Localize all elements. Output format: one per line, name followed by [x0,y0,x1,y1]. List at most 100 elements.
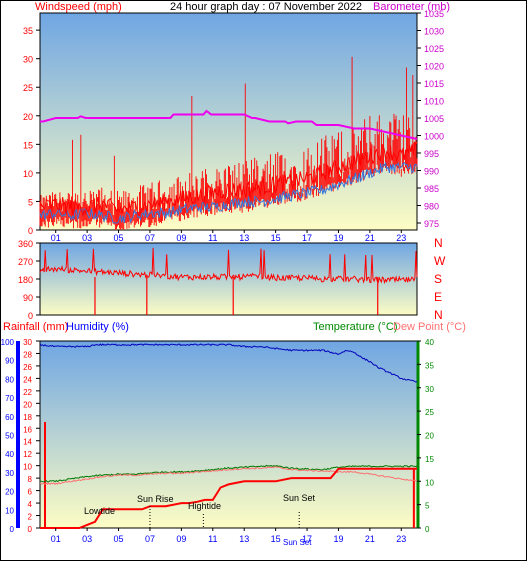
wind-xtick-label: 01 [51,233,61,243]
rain-ytick-label: 14 [23,438,32,447]
temperature-line [40,464,418,483]
wind-xtick-label: 11 [208,233,217,243]
wind-ytick-label: 10 [23,169,33,179]
humidity-ytick-label: 10 [5,506,14,515]
humidity-ytick-label: 0 [10,525,15,534]
rain-ytick-label: 26 [23,363,32,372]
dir-ytick-label: 360 [18,239,33,249]
baro-ytick-label: 1005 [424,114,444,124]
direction-letter: N [434,236,443,250]
humidity-ytick-label: 80 [5,375,14,384]
baro-ytick-label: 1015 [424,79,444,89]
windspeed-line [40,141,418,218]
wind-xtick-label: 17 [302,233,312,243]
direction-letter: W [434,254,446,268]
baro-ytick-label: 975 [424,219,439,229]
temp-ytick-label: 10 [425,478,434,487]
direction-letter: N [434,308,443,322]
rain-ytick-label: 4 [28,500,33,509]
temp-ytick-label: 5 [425,502,430,511]
rain-ytick-label: 2 [28,513,33,522]
humidity-ytick-label: 20 [5,488,14,497]
temp-panel [39,340,418,529]
wind-ytick-label: 30 [23,55,33,65]
temp-xtick-label: 21 [365,534,375,544]
wind-xtick-label: 03 [82,233,92,243]
wind-xtick-label: 09 [176,233,186,243]
rain-ytick-label: 20 [23,400,32,409]
baro-ytick-label: 980 [424,202,439,212]
baro-ytick-label: 1035 [424,9,444,19]
wind-ytick-label: 5 [28,197,33,207]
rain-ytick-label: 16 [23,425,32,434]
temp-xtick-label: 17 [302,534,312,544]
humidity-line [39,343,418,383]
temp-layer: 0102030405060708090100024681012141618202… [1,338,435,544]
temp-xtick-label: 23 [396,534,406,544]
wind-xtick-label: 19 [333,233,343,243]
baro-ytick-label: 995 [424,149,439,159]
wind-xtick-label: 13 [239,233,249,243]
temp-xtick-label: 05 [114,534,124,544]
wind-ytick-label: 35 [23,26,33,36]
graph-title: 24 hour graph day : 07 November 2022 [170,1,362,13]
rainfall-axis-label: Rainfall (mm) [3,321,68,333]
dewpoint-axis-label: Dew Point (°C) [393,321,466,333]
average-wind-line [39,161,418,224]
temp-ytick-label: 30 [425,385,434,394]
humidity-ytick-label: 40 [5,450,14,459]
temp-xtick-label: 03 [82,534,92,544]
temp-ytick-label: 15 [425,455,434,464]
temp-ytick-label: 25 [425,408,434,417]
temp-xtick-label: 15 [271,534,281,544]
baro-ytick-label: 990 [424,167,439,177]
temp-ytick-label: 35 [425,361,434,370]
wind-xtick-label: 15 [271,233,281,243]
rain-ytick-label: 18 [23,413,32,422]
rain-ytick-label: 12 [23,450,32,459]
rain-ytick-label: 24 [23,375,32,384]
wind-xtick-label: 21 [365,233,375,243]
dir-ytick-label: 270 [18,257,33,267]
temp-xtick-label: 07 [145,534,155,544]
rain-ytick-label: 22 [23,388,32,397]
sunrise-label: Sun Rise [137,494,174,504]
dir-ytick-label: 180 [18,275,33,285]
humidity-ytick-label: 50 [5,432,14,441]
wind-ytick-label: 25 [23,83,33,93]
barometer-axis-label: Barometer (mb) [373,1,450,13]
baro-ytick-label: 985 [424,184,439,194]
humidity-ytick-label: 70 [5,394,14,403]
temp-ytick-label: 40 [425,338,434,347]
temperature-axis-label: Temperature (°C) [313,321,397,333]
rain-ytick-label: 6 [28,488,33,497]
dir-ytick-label: 0 [28,311,33,321]
wind-layer: 0510152025303597598098599099510001005101… [23,9,444,243]
direction-letter: E [434,290,442,304]
humidity-ytick-label: 30 [5,469,14,478]
baro-ytick-label: 1010 [424,97,444,107]
baro-ytick-label: 1000 [424,132,444,142]
baro-ytick-label: 1020 [424,62,444,72]
rain-ytick-label: 28 [23,350,32,359]
temp-xtick-label: 09 [176,534,186,544]
direction-layer: 0 90 180 270 360 [18,239,418,321]
wind-ytick-label: 20 [23,112,33,122]
rain-ytick-label: 30 [23,338,32,347]
wind-xtick-label: 23 [396,233,406,243]
windspeed-axis-label: Windspeed (mph) [35,1,122,13]
rainfall-line [40,467,417,529]
rain-ytick-label: 10 [23,463,32,472]
temp-xtick-label: 01 [51,534,61,544]
wind-xtick-label: 07 [145,233,155,243]
dir-ytick-label: 90 [23,293,33,303]
humidity-ytick-label: 90 [5,357,14,366]
humidity-axis-label: Humidity (%) [66,321,129,333]
wind-ytick-label: 15 [23,140,33,150]
temp-xtick-label: 11 [208,534,217,544]
temp-xtick-label: 19 [333,534,343,544]
wind-direction-line [39,247,418,285]
